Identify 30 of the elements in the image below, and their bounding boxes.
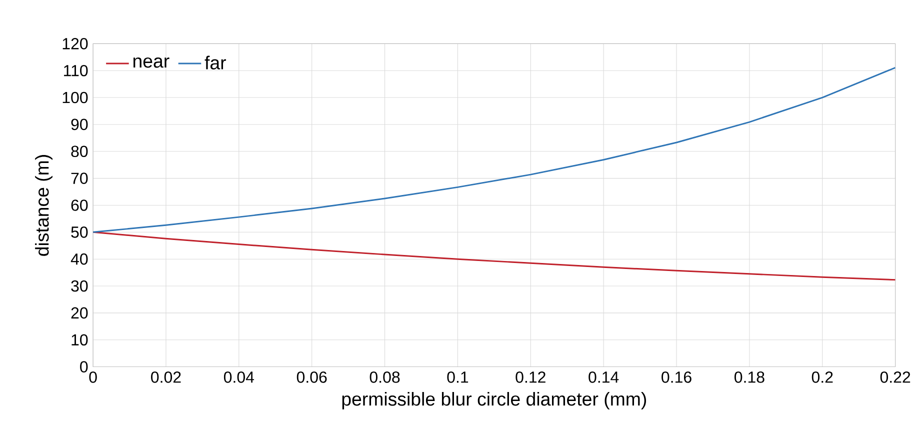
- y-tick-label: 50: [71, 226, 88, 238]
- x-tick-label: 0.06: [296, 372, 327, 383]
- y-tick-label: 100: [62, 92, 88, 104]
- y-tick-label: 110: [64, 65, 88, 76]
- x-tick-label: 0.22: [880, 372, 910, 383]
- x-tick-label: 0.14: [588, 372, 619, 383]
- x-tick-label: 0.02: [151, 372, 181, 383]
- x-tick-label: 0.08: [370, 372, 400, 383]
- legend-label: far: [204, 56, 226, 70]
- y-tick-label: 30: [71, 280, 88, 292]
- x-tick-label: 0.12: [516, 372, 546, 383]
- x-tick-label: 0.16: [662, 372, 692, 383]
- x-tick-label: 0.1: [447, 372, 468, 383]
- y-tick-label: 0: [80, 361, 88, 373]
- y-tick-label: 60: [71, 200, 88, 211]
- y-axis-title: distance (m): [35, 155, 52, 256]
- y-tick-label: 70: [71, 172, 88, 184]
- x-tick-label: 0: [89, 372, 97, 383]
- x-tick-label: 0.2: [812, 372, 833, 383]
- y-tick-label: 10: [72, 334, 88, 346]
- legend-label: near: [133, 58, 170, 68]
- x-axis-title: permissible blur circle diameter (mm): [342, 392, 646, 410]
- y-tick-label: 80: [71, 146, 88, 158]
- y-tick-label: 90: [71, 118, 88, 130]
- x-tick-label: 0.04: [224, 372, 254, 383]
- y-tick-label: 20: [71, 307, 88, 319]
- x-tick-label: 0.18: [734, 372, 764, 383]
- line-series: [93, 232, 896, 281]
- y-tick-label: 120: [62, 38, 88, 50]
- y-tick-label: 40: [70, 254, 88, 265]
